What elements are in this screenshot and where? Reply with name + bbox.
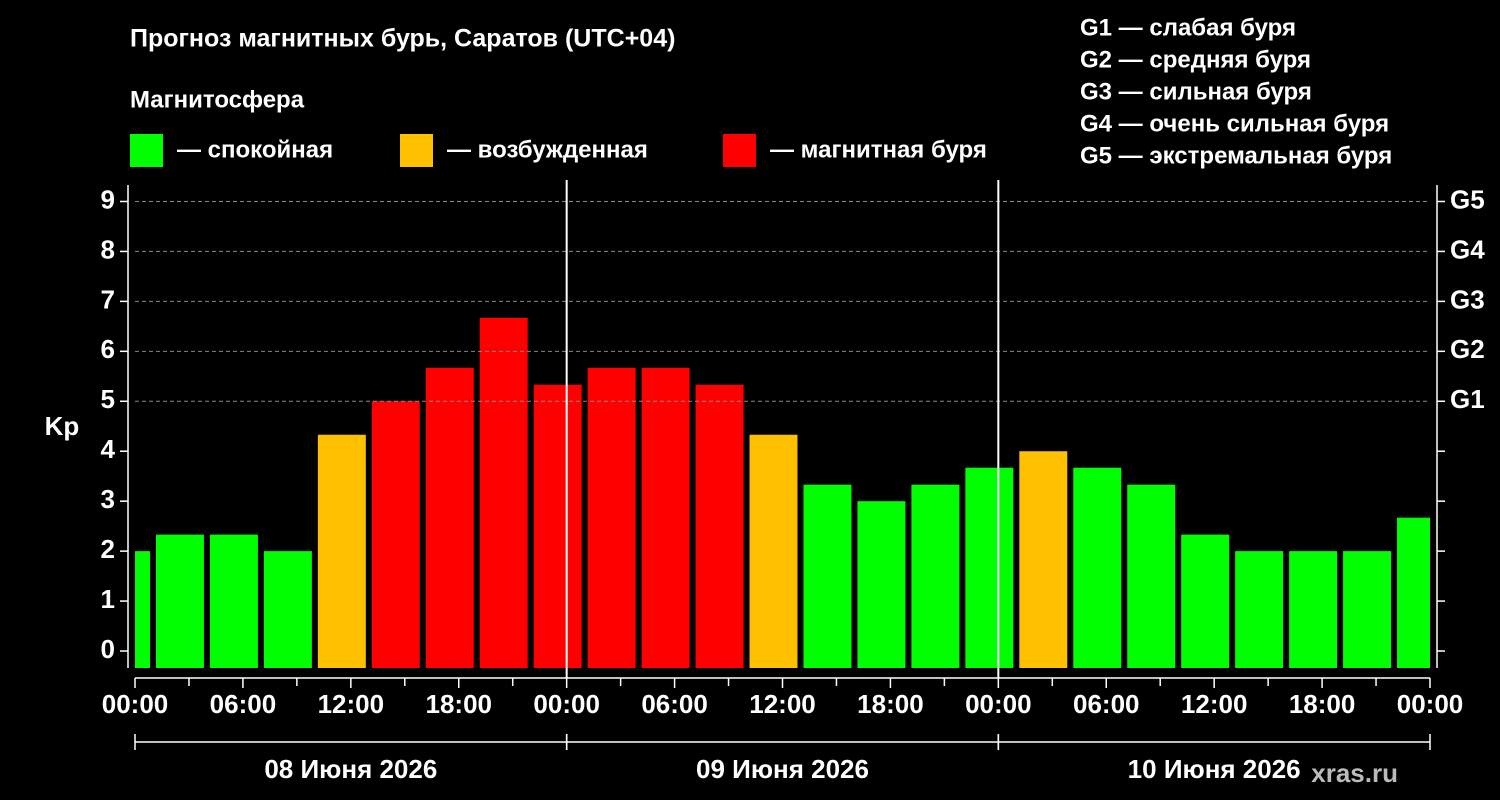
y-tick-label: 4 (101, 434, 116, 464)
bar (135, 551, 150, 668)
y-tick-label: 9 (101, 184, 115, 214)
plot-area (135, 317, 1430, 668)
y2-tick-label: G1 (1450, 384, 1485, 414)
bar (587, 367, 636, 668)
y2-tick-label: G3 (1450, 284, 1485, 314)
bar (1343, 551, 1392, 668)
day-label: 08 Июня 2026 (264, 754, 437, 784)
chart-title: Прогноз магнитных бурь, Саратов (UTC+04) (130, 25, 675, 53)
watermark: xras.ru (1311, 758, 1398, 788)
x-tick-label: 00:00 (1397, 689, 1464, 719)
x-tick-label: 18:00 (426, 689, 493, 719)
legend-swatch (723, 134, 756, 167)
legend-swatch (130, 134, 163, 167)
y-tick-label: 2 (101, 534, 115, 564)
x-tick-label: 06:00 (1073, 689, 1140, 719)
bar (965, 467, 1014, 668)
y2-tick-label: G4 (1450, 234, 1485, 264)
bar (695, 384, 744, 668)
x-tick-label: 18:00 (1289, 689, 1356, 719)
bar (425, 367, 474, 668)
x-tick-label: 00:00 (102, 689, 169, 719)
y-tick-label: 3 (101, 484, 115, 514)
bar (533, 384, 582, 668)
bar (1397, 517, 1430, 668)
bar (1235, 551, 1284, 668)
bar (803, 484, 852, 668)
y-tick-label: 0 (101, 634, 115, 664)
bar (317, 434, 366, 668)
y-tick-label: 8 (101, 234, 115, 264)
bar (479, 317, 528, 668)
x-tick-label: 18:00 (857, 689, 924, 719)
x-tick-label: 06:00 (210, 689, 277, 719)
y-tick-label: 5 (101, 384, 115, 414)
legend-label: — магнитная буря (770, 136, 987, 163)
bar (749, 434, 798, 668)
bar (371, 401, 420, 668)
x-tick-label: 00:00 (965, 689, 1032, 719)
scale-note: G4 — очень сильная буря (1080, 110, 1389, 137)
bar (911, 484, 960, 668)
y-tick-label: 1 (101, 584, 115, 614)
x-tick-label: 12:00 (1181, 689, 1248, 719)
bar (1127, 484, 1176, 668)
bar (641, 367, 690, 668)
day-label: 09 Июня 2026 (696, 754, 869, 784)
scale-note: G2 — средняя буря (1080, 46, 1311, 73)
bar (155, 534, 204, 668)
x-tick-label: 12:00 (749, 689, 816, 719)
bar (1181, 534, 1230, 668)
scale-note: G5 — экстремальная буря (1080, 142, 1392, 169)
scale-note: G1 — слабая буря (1080, 14, 1296, 41)
day-label: 10 Июня 2026 (1128, 754, 1301, 784)
y2-tick-label: G2 (1450, 334, 1485, 364)
legend-title: Магнитосфера (130, 86, 305, 113)
legend-label: — возбужденная (447, 136, 648, 163)
bar (209, 534, 258, 668)
bar (1289, 551, 1338, 668)
y-tick-label: 7 (101, 284, 115, 314)
bar (1073, 467, 1122, 668)
legend-label: — спокойная (177, 136, 333, 163)
bar (857, 501, 906, 668)
x-tick-label: 12:00 (318, 689, 385, 719)
bar (1019, 451, 1068, 668)
scale-note: G3 — сильная буря (1080, 78, 1312, 105)
y2-tick-label: G5 (1450, 184, 1485, 214)
x-tick-label: 00:00 (533, 689, 600, 719)
legend-swatch (400, 134, 433, 167)
x-tick-label: 06:00 (641, 689, 708, 719)
y-tick-label: 6 (101, 334, 115, 364)
y-axis-label: Kp (45, 411, 80, 441)
bar (263, 551, 312, 668)
